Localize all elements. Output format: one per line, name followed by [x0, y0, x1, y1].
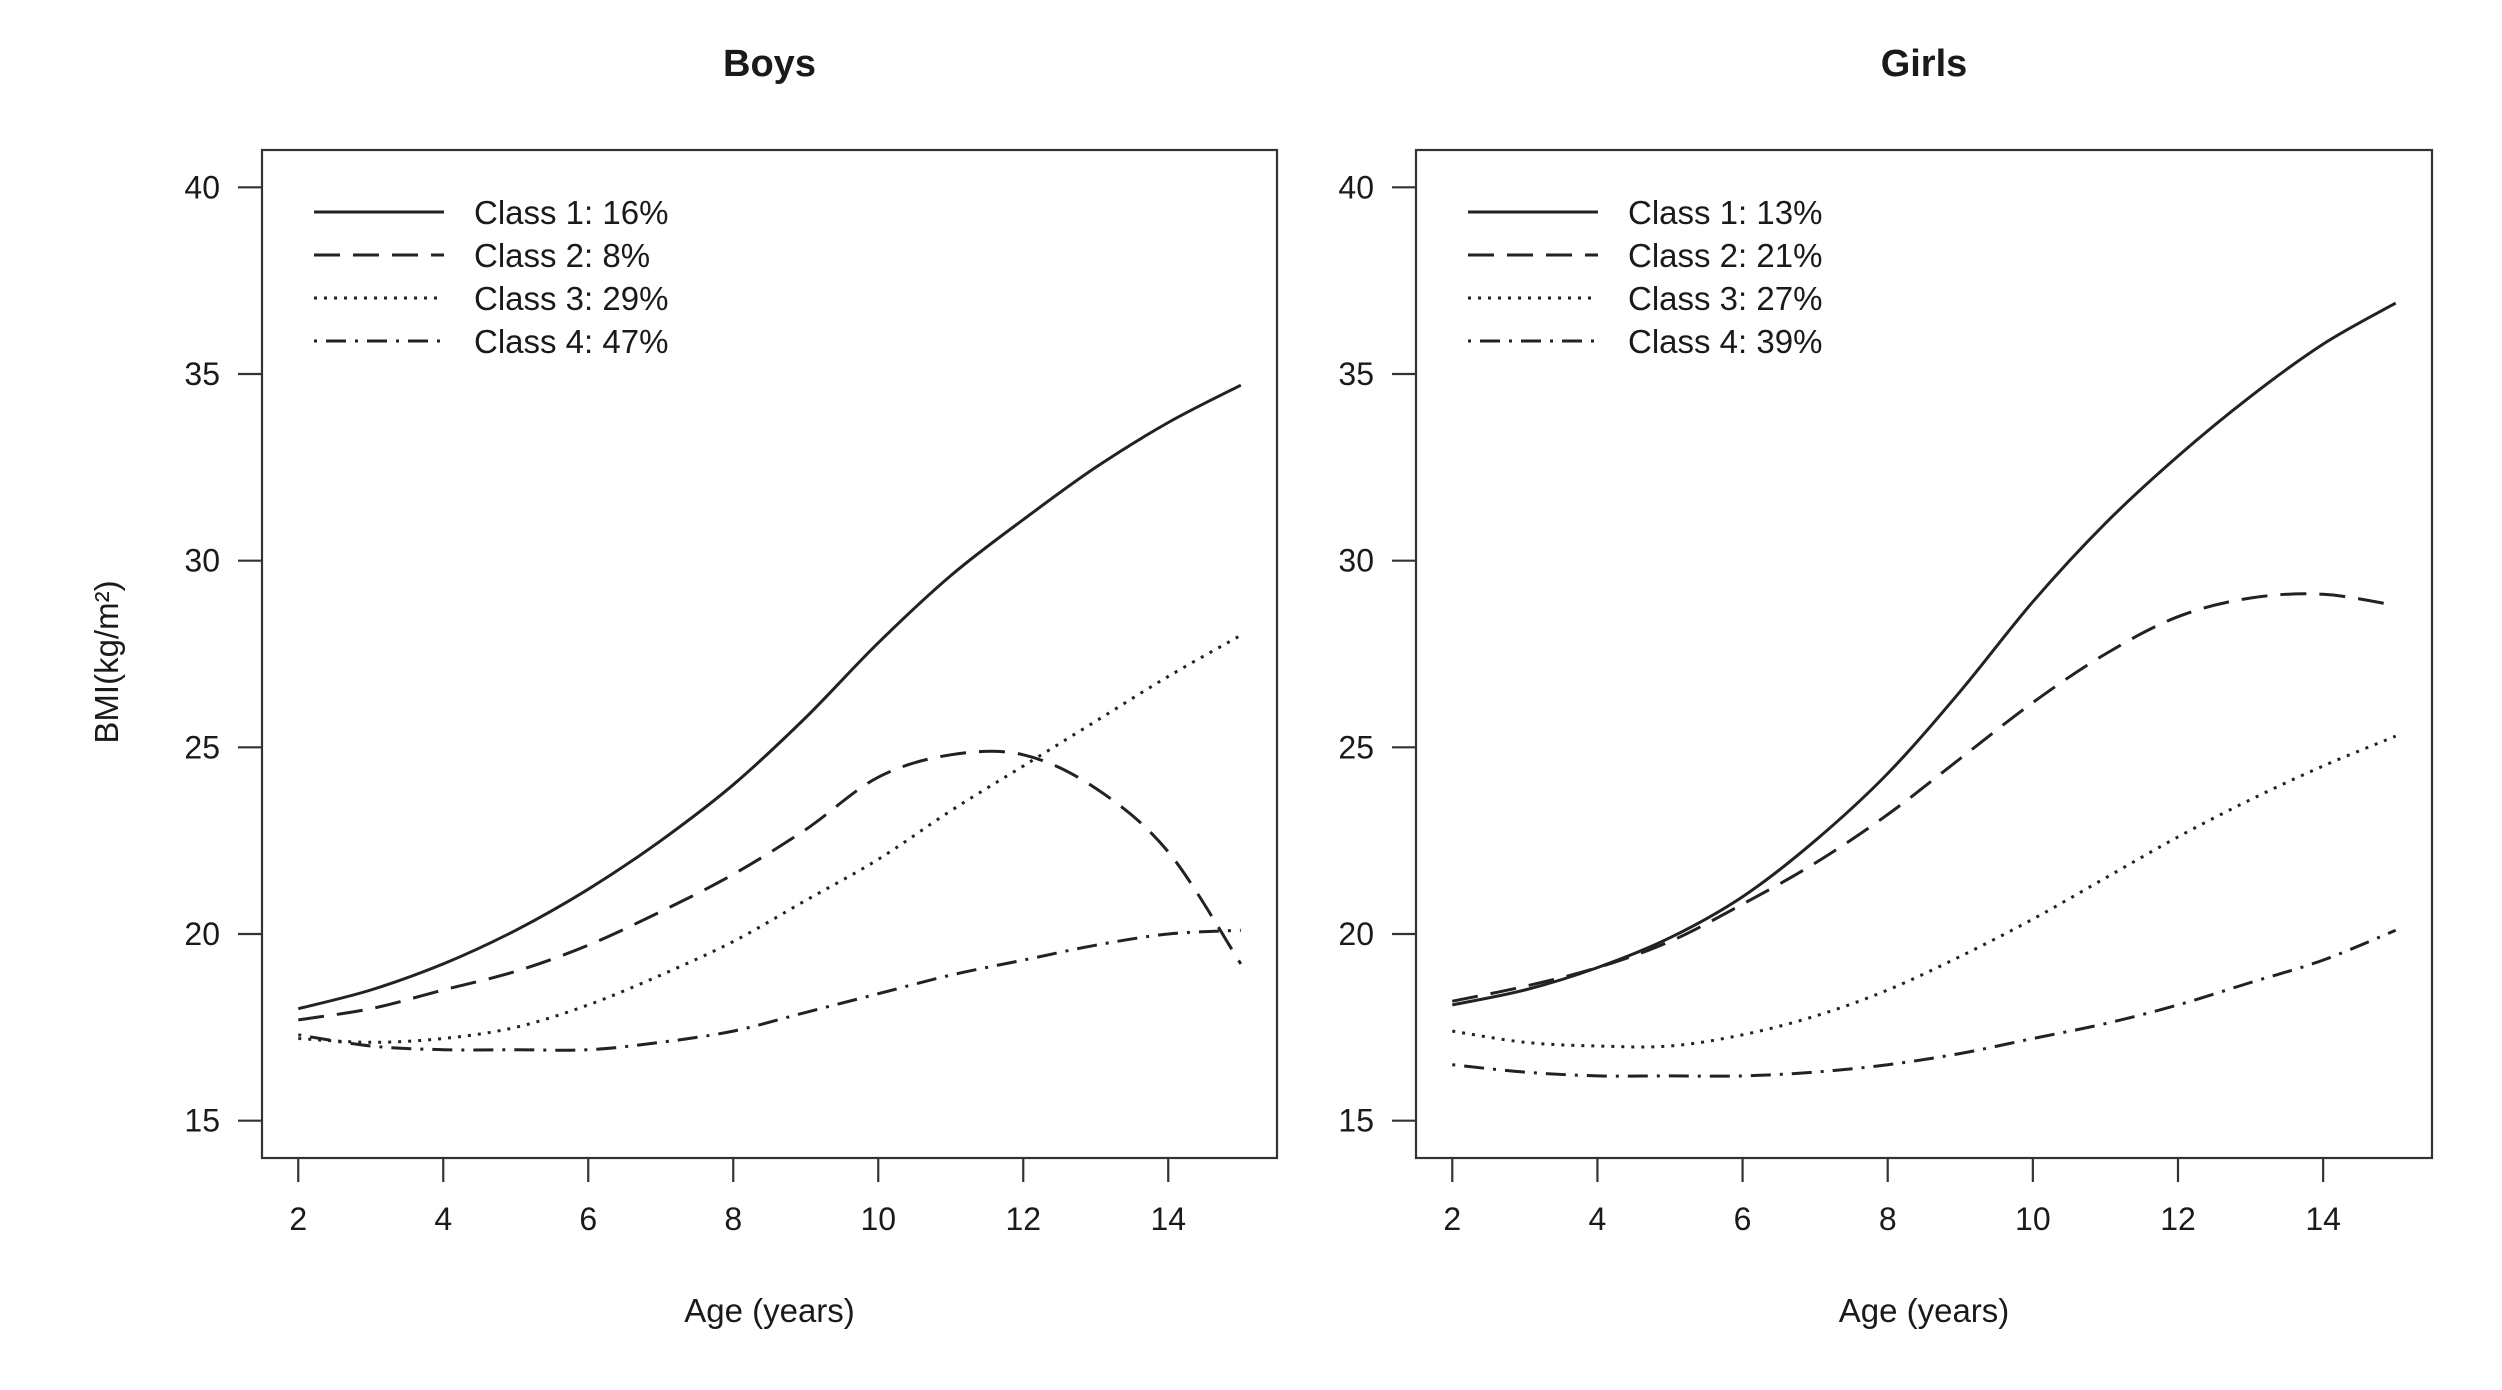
- x-tick-label: 4: [1589, 1201, 1607, 1237]
- y-tick-label: 25: [1338, 729, 1374, 765]
- y-tick-label: 25: [184, 729, 220, 765]
- panel-title: Boys: [723, 43, 816, 85]
- legend-label-class-1: Class 1: 16%: [474, 194, 668, 231]
- y-tick-label: 20: [1338, 916, 1374, 952]
- x-axis-label: Age (years): [1839, 1292, 2010, 1329]
- plot-frame: [260, 148, 1279, 1160]
- legend-label-class-4: Class 4: 47%: [474, 323, 668, 360]
- y-tick-label: 30: [184, 543, 220, 579]
- series-line-class-4: [298, 928, 1241, 1052]
- series-line-class-3: [1452, 734, 2397, 1049]
- legend: Class 1: 13% Class 2: 21% Class 3: 27% Clas…: [1468, 194, 1822, 360]
- x-tick-label: 14: [1150, 1201, 1186, 1237]
- y-tick-label: 40: [184, 169, 220, 205]
- legend-label-class-3: Class 3: 29%: [474, 280, 668, 317]
- x-tick-label: 4: [434, 1201, 452, 1237]
- x-tick-label: 10: [2015, 1201, 2051, 1237]
- legend: Class 1: 16% Class 2: 8% Class 3: 29% Class…: [314, 194, 668, 360]
- panel-title: Girls: [1881, 43, 1968, 85]
- panel-girls: Girls 15 20 25 30 35 40 2 4 6 8 10 12 14 Age (years) Cl…: [1338, 43, 2434, 1329]
- y-tick-label: 30: [1338, 543, 1374, 579]
- x-tick-label: 12: [1005, 1201, 1041, 1237]
- y-tick-label: 15: [1338, 1103, 1374, 1139]
- panel-boys: Boys 15 20 25 30 35 40 2 4 6 8 10 12 14 Age (years) Cla…: [184, 43, 1279, 1329]
- x-tick-label: 6: [579, 1201, 597, 1237]
- legend-label-class-2: Class 2: 8%: [474, 237, 650, 274]
- x-axis-label: Age (years): [684, 1292, 855, 1329]
- legend-label-class-1: Class 1: 13%: [1628, 194, 1822, 231]
- series-line-class-1: [1451, 301, 2397, 1007]
- y-axis-label: BMI(kg/m²): [88, 580, 125, 743]
- series-line-class-4: [1452, 928, 2397, 1078]
- x-tick-label: 8: [724, 1201, 742, 1237]
- y-tick-label: 35: [184, 356, 220, 392]
- legend-label-class-3: Class 3: 27%: [1628, 280, 1822, 317]
- series-line-class-3: [298, 633, 1242, 1044]
- x-tick-label: 6: [1734, 1201, 1752, 1237]
- x-tick-label: 10: [860, 1201, 896, 1237]
- y-tick-label: 40: [1338, 169, 1374, 205]
- x-tick-label: 14: [2305, 1201, 2341, 1237]
- x-tick-label: 12: [2160, 1201, 2196, 1237]
- series-line-class-2: [298, 749, 1243, 1022]
- legend-label-class-2: Class 2: 21%: [1628, 237, 1822, 274]
- series-line-class-2: [1451, 592, 2396, 1003]
- series-line-class-1: [297, 383, 1242, 1011]
- legend-label-class-4: Class 4: 39%: [1628, 323, 1822, 360]
- y-tick-label: 15: [184, 1103, 220, 1139]
- x-tick-label: 8: [1879, 1201, 1897, 1237]
- x-tick-label: 2: [1443, 1201, 1461, 1237]
- y-tick-label: 35: [1338, 356, 1374, 392]
- x-tick-label: 2: [289, 1201, 307, 1237]
- y-tick-label: 20: [184, 916, 220, 952]
- plot-frame: [1414, 148, 2434, 1160]
